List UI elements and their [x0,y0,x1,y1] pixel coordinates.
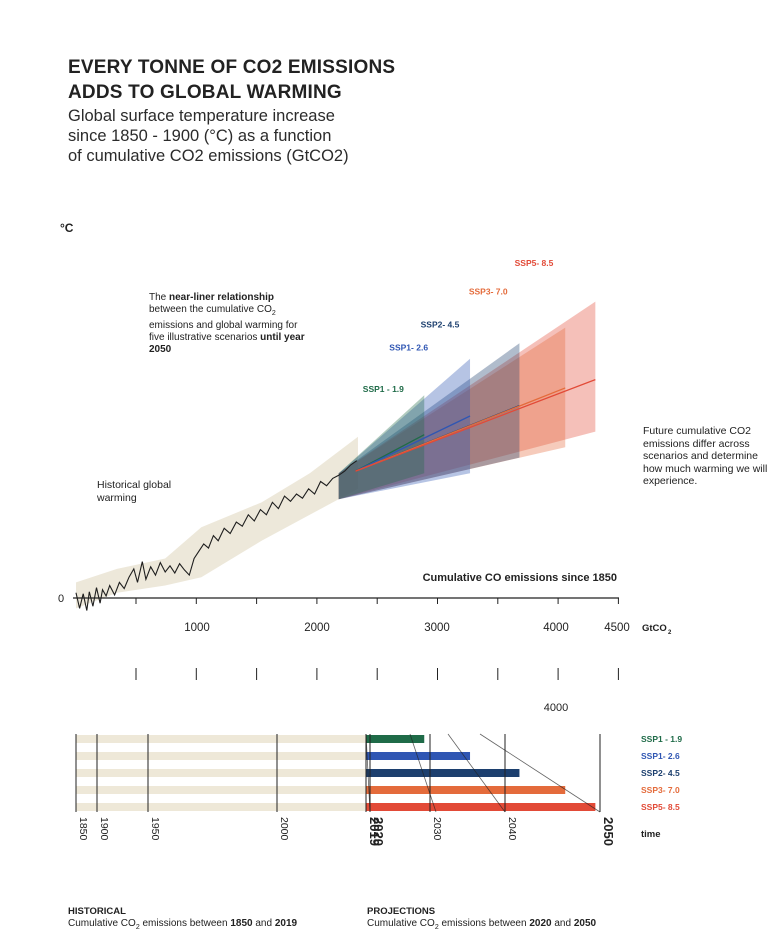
timeline-proj-bar-1 [366,752,471,760]
footer-historical-text: Cumulative CO2 emissions between 1850 an… [68,918,358,934]
relationship-note: The near-liner relationship between the … [149,292,314,356]
fh-t1: Cumulative CO [68,918,136,929]
scenario-label-1: SSP1- 2.6 [389,342,428,352]
timeline-year-label-8: 2050 [601,817,616,846]
timeline-axis-label: time [641,829,661,840]
timeline-connector-0 [365,733,371,813]
timeline-bar-label-1: SSP1- 2.6 [641,751,680,761]
x-axis-label: Cumulative CO emissions since 1850 [423,572,617,584]
chart-title: EVERY TONNE OF CO2 EMISSIONS ADDS TO GLO… [68,55,488,105]
fp-b2: 2050 [573,918,597,929]
footer-historical: HISTORICAL Cumulative CO2 emissions betw… [68,906,358,934]
y-zero-label: 0 [58,593,64,605]
fp-t1: Cumulative CO [367,918,435,929]
timeline-proj-bar-4 [366,803,596,811]
footer-historical-caption: HISTORICAL [68,906,126,917]
timeline-bar-label-3: SSP3- 7.0 [641,785,680,795]
scenario-label-3: SSP3- 7.0 [469,286,508,296]
timeline-hist-bar-0 [76,735,366,743]
secondary-label: 4000 [544,702,568,714]
x-unit-label: GtCO [642,623,667,634]
fh-b2: 2019 [274,918,298,929]
timeline-year-label-5: 2020 [371,817,386,846]
note-pre: The [149,292,170,303]
note-bold: near-liner relationship [169,292,275,303]
timeline-year-label-7: 2040 [506,817,518,841]
timeline-connector-1 [409,733,437,813]
x-tick-label-0: 1000 [184,622,210,634]
timeline-connector-3 [479,733,601,813]
timeline-connector-2 [447,733,506,813]
title-line-2: ADDS TO GLOBAL WARMING [68,82,342,103]
fp-and: and [551,918,574,929]
fh-t2: emissions between [139,918,231,929]
timeline-hist-bar-1 [76,752,366,760]
timeline-year-label-3: 2000 [278,817,290,841]
timeline-bar-label-4: SSP5- 8.5 [641,802,680,812]
fp-t2: emissions between [438,918,530,929]
subtitle-line-1: Global surface temperature increase [68,107,335,125]
x-tick-label-1: 2000 [304,622,330,634]
scenario-line-1 [355,415,471,472]
scenario-label-4: SSP5- 8.5 [515,258,554,268]
x-tick-label-4: 4500 [604,622,630,634]
fp-b1: 2020 [529,918,552,929]
fh-sub: 2 [135,924,140,931]
timeline-year-label-1: 1900 [98,817,110,841]
scenario-line-4 [355,378,596,472]
fh-and: and [252,918,275,929]
note-text-2: emissions and global warming for five il… [149,320,298,343]
scenario-wedge-4 [338,301,596,500]
y-unit-label: °C [60,221,74,235]
x-tick-label-2: 3000 [424,622,450,634]
timeline-hist-bar-3 [76,786,366,794]
timeline-year-label-4: 2019 [367,817,382,846]
x-tick-label-3: 4000 [543,622,569,634]
footer-projections: PROJECTIONS Cumulative CO2 emissions bet… [367,906,667,934]
scenario-label-0: SSP1 - 1.9 [363,384,404,394]
chart-subtitle: Global surface temperature increase sinc… [68,106,398,166]
historical-line [75,460,358,611]
historical-band [76,436,358,609]
future-note: Future cumulative CO2 emissions differ a… [643,425,768,487]
timeline-hist-bar-2 [76,769,366,777]
timeline-year-label-2: 1950 [149,817,161,841]
note-sub: 2 [271,310,276,317]
timeline-proj-bar-2 [366,769,520,777]
note-bold-2: until year 2050 [149,332,305,355]
timeline-bar-label-0: SSP1 - 1.9 [641,734,682,744]
subtitle-line-3: of cumulative CO2 emissions (GtCO2) [68,147,349,165]
note-text: between the cumulative CO [149,304,272,315]
fh-b1: 1850 [230,918,253,929]
fp-sub: 2 [434,924,439,931]
timeline-proj-bar-0 [366,735,425,743]
timeline-hist-bar-4 [76,803,366,811]
title-line-1: EVERY TONNE OF CO2 EMISSIONS [68,57,396,78]
subtitle-line-2: since 1850 - 1900 (°C) as a function [68,127,332,145]
timeline-bar-label-2: SSP2- 4.5 [641,768,680,778]
x-unit-sub: 2 [668,630,672,636]
timeline-year-label-0: 1850 [77,817,89,841]
historical-label: Historical global warming [97,479,172,504]
scenario-label-2: SSP2- 4.5 [421,320,460,330]
timeline-year-label-6: 2030 [431,817,443,841]
footer-projections-text: Cumulative CO2 emissions between 2020 an… [367,918,667,934]
scenario-wedge-0 [338,395,425,500]
footer-projections-caption: PROJECTIONS [367,906,436,917]
timeline-proj-bar-3 [366,786,566,794]
